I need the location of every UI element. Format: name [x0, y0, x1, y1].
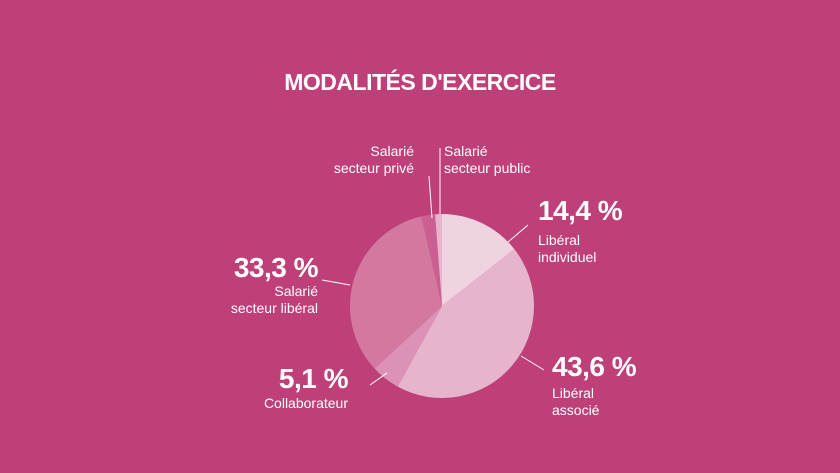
- leader-line-collaborateur: [369, 372, 388, 386]
- category-label-salarie-secteur-prive-line2: secteur privé: [334, 160, 414, 176]
- pie-slice-salarie-secteur-liberal: [349, 216, 442, 369]
- percent-label-salarie-secteur-liberal: 33,3 %: [234, 252, 319, 283]
- percent-label-collaborateur: 5,1 %: [279, 363, 349, 394]
- category-label-salarie-secteur-liberal-line2: secteur libéral: [231, 300, 318, 316]
- category-label-collaborateur-line1: Collaborateur: [264, 395, 348, 411]
- percent-label-liberal-associe: 43,6 %: [552, 351, 637, 382]
- pie-slice-liberal-individuel: [442, 214, 515, 306]
- pie-slice-salarie-secteur-prive: [421, 214, 442, 306]
- category-label-liberal-individuel-line2: individuel: [538, 249, 596, 265]
- category-label-salarie-secteur-public-line1: Salarié: [444, 143, 488, 159]
- percent-label-liberal-individuel: 14,4 %: [538, 195, 623, 226]
- leader-line-liberal-associe: [520, 355, 545, 371]
- pie-slice-salarie-secteur-public: [435, 214, 442, 306]
- leader-line-liberal-individuel: [507, 224, 529, 243]
- leader-line-salarie-secteur-liberal: [321, 279, 351, 286]
- pie-slice-collaborateur: [374, 306, 442, 387]
- leader-line-salarie-secteur-prive: [428, 175, 433, 219]
- category-label-salarie-secteur-public-line2: secteur public: [444, 160, 530, 176]
- category-label-liberal-associe-line2: associé: [552, 402, 600, 418]
- category-label-salarie-secteur-prive-line1: Salarié: [370, 143, 414, 159]
- category-label-liberal-individuel-line1: Libéral: [538, 232, 580, 248]
- pie-slice-liberal-associe: [397, 249, 534, 398]
- category-label-salarie-secteur-liberal-line1: Salarié: [274, 283, 318, 299]
- chart-title: MODALITÉS D'EXERCICE: [284, 68, 556, 95]
- category-label-liberal-associe-line1: Libéral: [552, 385, 594, 401]
